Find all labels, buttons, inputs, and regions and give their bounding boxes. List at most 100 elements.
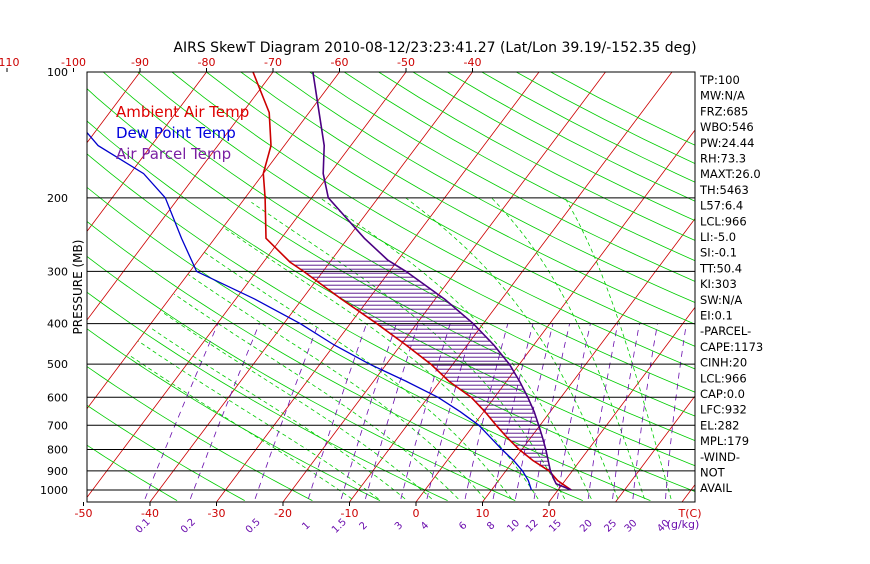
bottom-temp-label: -30: [208, 507, 226, 520]
bottom-temp-label: -10: [341, 507, 359, 520]
moist-adiabat-line: [223, 227, 538, 499]
index-item: PW:24.44: [700, 136, 754, 150]
top-tick-label: -70: [264, 56, 282, 69]
mixing-ratio-line: [633, 324, 658, 499]
moist-adiabat-line: [188, 274, 485, 499]
index-item: L57:6.4: [700, 199, 743, 213]
dry-adiabat-line: [207, 72, 870, 501]
mixing-ratio-unit-label: (g/kg): [667, 518, 700, 531]
y-tick-label: 500: [47, 358, 68, 371]
isotherm-line: [0, 72, 74, 502]
index-item: MPL:179: [700, 434, 749, 448]
mixing-ratio-line: [366, 324, 419, 499]
mixing-ratio-line: [308, 324, 366, 499]
index-item: SI:-0.1: [700, 246, 737, 260]
y-tick-label: 800: [47, 443, 68, 456]
dry-adiabat-line: [241, 72, 870, 501]
dry-adiabat-line: [310, 72, 870, 501]
index-item: CAPE:1173: [700, 340, 763, 354]
legend-ambient: Ambient Air Temp: [116, 103, 249, 121]
dry-adiabat-line: [275, 72, 870, 501]
index-item: LFC:932: [700, 403, 747, 417]
moist-adiabat-line: [320, 198, 591, 499]
bottom-temp-label: -20: [274, 507, 292, 520]
index-item: KI:303: [700, 277, 737, 291]
mixing-ratio-label: 3: [393, 520, 405, 532]
index-item: MW:N/A: [700, 89, 745, 103]
mixing-ratio-line: [190, 324, 259, 499]
isotherm-line: [416, 72, 739, 502]
chart-title: AIRS SkewT Diagram 2010-08-12/23:23:41.2…: [173, 40, 696, 56]
index-item: EL:282: [700, 418, 740, 432]
y-tick-label: 700: [47, 419, 68, 432]
y-tick-label: 400: [47, 318, 68, 331]
mixing-ratio-label: 2: [358, 520, 370, 532]
mixing-ratio-label: 10: [505, 518, 522, 535]
mixing-ratio-label: 0.5: [244, 517, 263, 536]
index-item: CINH:20: [700, 356, 747, 370]
mixing-ratio-label: 20: [578, 518, 595, 535]
index-item: EI:0.1: [700, 309, 733, 323]
isotherm-line: [749, 72, 870, 502]
mixing-ratio-label: 6: [457, 520, 469, 532]
top-tick-label: -50: [397, 56, 415, 69]
mixing-ratio-line: [401, 324, 450, 499]
index-item: TT:50.4: [699, 261, 742, 275]
mixing-ratio-line: [588, 324, 618, 499]
top-tick-label: -90: [131, 56, 149, 69]
top-tick-label: -110: [0, 56, 19, 69]
index-item: MAXT:26.0: [700, 167, 761, 181]
y-tick-label: 300: [47, 265, 68, 278]
y-tick-label: 1000: [40, 484, 68, 497]
bottom-temp-label: -50: [75, 507, 93, 520]
mixing-ratio-label: 0.2: [179, 517, 198, 536]
mixing-ratio-line: [557, 324, 590, 499]
index-item: RH:73.3: [700, 152, 746, 166]
index-item: -WIND-: [700, 450, 740, 464]
bottom-temp-label: 10: [476, 507, 490, 520]
mixing-ratio-label: 1: [300, 520, 312, 532]
mixing-ratio-label: 25: [602, 518, 619, 535]
index-item: TP:100: [699, 73, 740, 87]
index-item: LI:-5.0: [700, 230, 736, 244]
dry-adiabat-line: [138, 72, 870, 501]
moist-adiabat-line: [138, 341, 378, 499]
isotherm-line: [815, 72, 870, 502]
dry-adiabat-line: [344, 72, 870, 501]
isotherm-line: [283, 72, 606, 502]
index-item: SW:N/A: [700, 293, 742, 307]
mixing-ratio-line: [145, 324, 218, 499]
index-item: CAP:0.0: [700, 387, 745, 401]
y-tick-label: 900: [47, 465, 68, 478]
top-tick-label: -80: [198, 56, 216, 69]
y-tick-label: 200: [47, 192, 68, 205]
index-item: WBO:546: [700, 120, 754, 134]
mixing-ratio-label: 4: [419, 520, 431, 532]
moist-adiabat-line: [492, 198, 645, 499]
index-item: LCL:966: [700, 371, 747, 385]
mixing-ratio-line: [465, 324, 508, 499]
index-item: LCL:966: [700, 214, 747, 228]
index-item: AVAIL: [700, 481, 733, 495]
index-item: -PARCEL-: [700, 324, 751, 338]
y-axis-title: PRESSURE (MB): [71, 240, 85, 335]
mixing-ratio-line: [427, 324, 474, 499]
index-item: TH:5463: [699, 183, 749, 197]
mixing-ratio-line: [493, 324, 533, 499]
isotherm-line: [0, 72, 7, 502]
index-item: NOT: [700, 466, 726, 480]
top-tick-label: -60: [331, 56, 349, 69]
mixing-ratio-label: 30: [623, 518, 640, 535]
bottom-temp-label: 20: [542, 507, 556, 520]
dry-adiabat-line: [413, 72, 870, 501]
dry-adiabat-line: [516, 72, 870, 501]
y-tick-label: 100: [47, 66, 68, 79]
legend-parcel: Air Parcel Temp: [116, 145, 231, 163]
moist-adiabat-line: [406, 198, 618, 499]
top-tick-label: -40: [464, 56, 482, 69]
mixing-ratio-label: 12: [524, 518, 541, 535]
y-tick-label: 600: [47, 391, 68, 404]
index-item: FRZ:685: [700, 104, 748, 118]
